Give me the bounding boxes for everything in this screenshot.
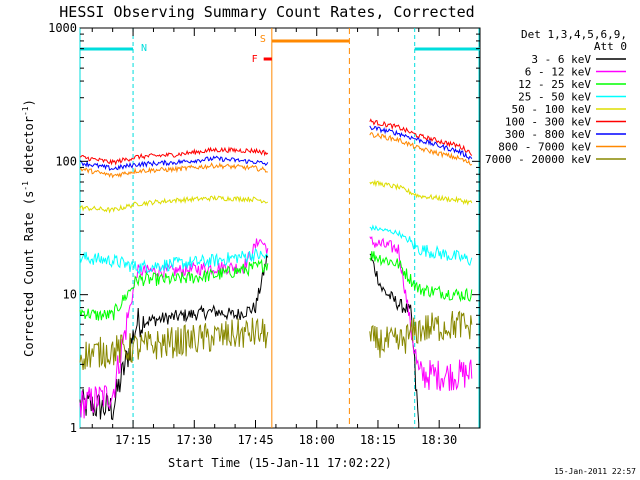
- series-lines: [79, 118, 473, 425]
- legend-header-line-2: Att 0: [594, 40, 627, 53]
- night-label: N: [141, 43, 147, 54]
- axis-ticks: 17:15 17:30 17:45 18:00 18:15 18:30 1 10 100 1000: [48, 21, 481, 447]
- y-axis-label-main: Corrected Count Rate (s: [22, 191, 36, 357]
- x-tick-label-0: 17:15: [115, 433, 151, 447]
- series-line-6: [79, 125, 473, 171]
- flare-label: F: [252, 54, 258, 65]
- x-tick-label-5: 18:30: [421, 433, 457, 447]
- series-line-7: [79, 131, 473, 179]
- legend-entry-label-3: 25 - 50 keV: [518, 91, 591, 104]
- x-tick-label-3: 18:00: [299, 433, 335, 447]
- legend-entry-label-7: 800 - 7000 keV: [498, 141, 591, 154]
- legend-entry-label-4: 50 - 100 keV: [512, 103, 592, 116]
- y-tick-label-1: 10: [63, 288, 77, 302]
- series-line-0: [79, 253, 420, 425]
- legend-entry-label-2: 12 - 25 keV: [518, 78, 591, 91]
- y-tick-label-0: 1: [70, 421, 77, 435]
- series-line-5: [79, 118, 473, 166]
- legend-entry-label-8: 7000 - 20000 keV: [485, 153, 591, 166]
- x-tick-label-2: 17:45: [237, 433, 273, 447]
- saa-label: S: [260, 34, 266, 45]
- legend-header-line-1: Det 1,3,4,5,6,9,: [521, 28, 627, 41]
- y-axis-label-close: ): [22, 99, 36, 106]
- legend-entry-label-1: 6 - 12 keV: [525, 66, 592, 79]
- legend-entry-label-5: 100 - 300 keV: [505, 116, 591, 129]
- x-axis-label: Start Time (15-Jan-11 17:02:22): [168, 456, 392, 470]
- x-tick-label-4: 18:15: [360, 433, 396, 447]
- y-tick-label-3: 1000: [48, 21, 77, 35]
- series-line-4: [79, 179, 473, 214]
- y-axis-label-tail: detector: [22, 116, 36, 181]
- plot-area: N SF 17:15 17:30 17:45 18:00 18:15 18:30 1 10 100…: [48, 21, 481, 447]
- y-tick-label-2: 100: [55, 154, 77, 168]
- series-line-2: [79, 251, 473, 321]
- series-line-8: [79, 310, 473, 371]
- y-axis-label-tail-sup: -1: [21, 106, 30, 116]
- observing-markers: N SF: [79, 28, 480, 428]
- x-tick-label-1: 17:30: [176, 433, 212, 447]
- series-line-3: [79, 224, 473, 275]
- y-axis-label: Corrected Count Rate (s-1 detector-1): [21, 99, 36, 357]
- legend-entry-label-0: 3 - 6 keV: [531, 53, 591, 66]
- legend-entry-label-6: 300 - 800 keV: [505, 128, 591, 141]
- footer-timestamp: 15-Jan-2011 22:57: [554, 467, 636, 476]
- y-axis-label-sup: -1: [21, 181, 30, 191]
- chart-title: HESSI Observing Summary Count Rates, Cor…: [59, 3, 474, 21]
- series-line-1: [79, 236, 473, 419]
